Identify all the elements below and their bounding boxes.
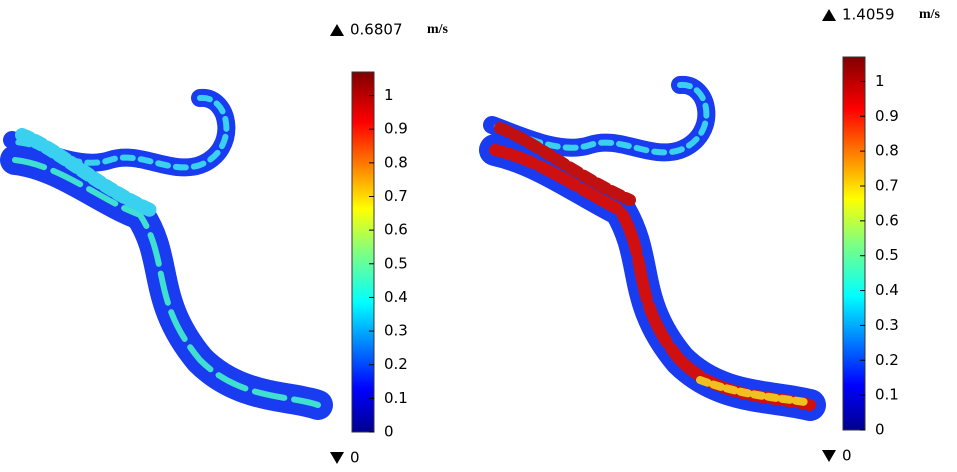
colorbar-tick-label: 0.9 (875, 107, 899, 125)
max-marker (330, 24, 344, 36)
colorbar-tick-label: 0.6 (384, 221, 408, 239)
max-value: 0.6807 (350, 21, 403, 39)
colorbar-tick-label: 0.4 (384, 288, 408, 306)
colorbar-tick-label: 0.2 (384, 355, 408, 373)
max-marker (822, 9, 836, 21)
colorbar-legend: 0 0.1 0.2 0.3 0.4 0.5 0.6 0.7 0.8 0.9 1 0.6807 m/s 0 (330, 21, 449, 467)
colorbar-tick-label: 0.7 (384, 187, 408, 205)
colorbar-tick-label: 1 (875, 72, 885, 90)
colorbar-tick-label: 0 (875, 421, 885, 439)
colorbar-tick-label: 1 (384, 86, 394, 104)
colorbar (842, 56, 866, 431)
colorbar-tick-label: 0.9 (384, 120, 408, 138)
colorbar-tick-label: 0.5 (384, 254, 408, 272)
colorbar-tick-label: 0.1 (875, 386, 899, 404)
colorbar-legend: 0 0.1 0.2 0.3 0.4 0.5 0.6 0.7 0.8 0.9 1 1.4059 m/s 0 (822, 6, 941, 465)
unit-label: m/s (427, 22, 449, 37)
colorbar-tick-label: 0.7 (875, 176, 899, 194)
min-marker (330, 452, 344, 464)
colorbar-tick-label: 0.8 (384, 153, 408, 171)
colorbar-tick-label: 0.2 (875, 351, 899, 369)
unit-label: m/s (919, 7, 941, 22)
colorbar-tick-label: 0.8 (875, 142, 899, 160)
colorbar-tick-label: 0.6 (875, 211, 899, 229)
flow-geometry-right (479, 76, 826, 421)
colorbar (351, 71, 375, 433)
max-value: 1.4059 (842, 6, 895, 24)
colorbar-tick-label: 0.5 (875, 246, 899, 264)
min-marker (822, 450, 836, 462)
colorbar-tick-label: 0.1 (384, 389, 408, 407)
colorbar-tick-label: 0.3 (384, 322, 408, 340)
flow-geometry-left (0, 89, 333, 420)
min-value: 0 (350, 449, 360, 467)
colorbar-tick-label: 0.4 (875, 281, 899, 299)
colorbar-tick-label: 0 (384, 423, 394, 441)
colorbar-tick-label: 0.3 (875, 316, 899, 334)
min-value: 0 (842, 447, 852, 465)
